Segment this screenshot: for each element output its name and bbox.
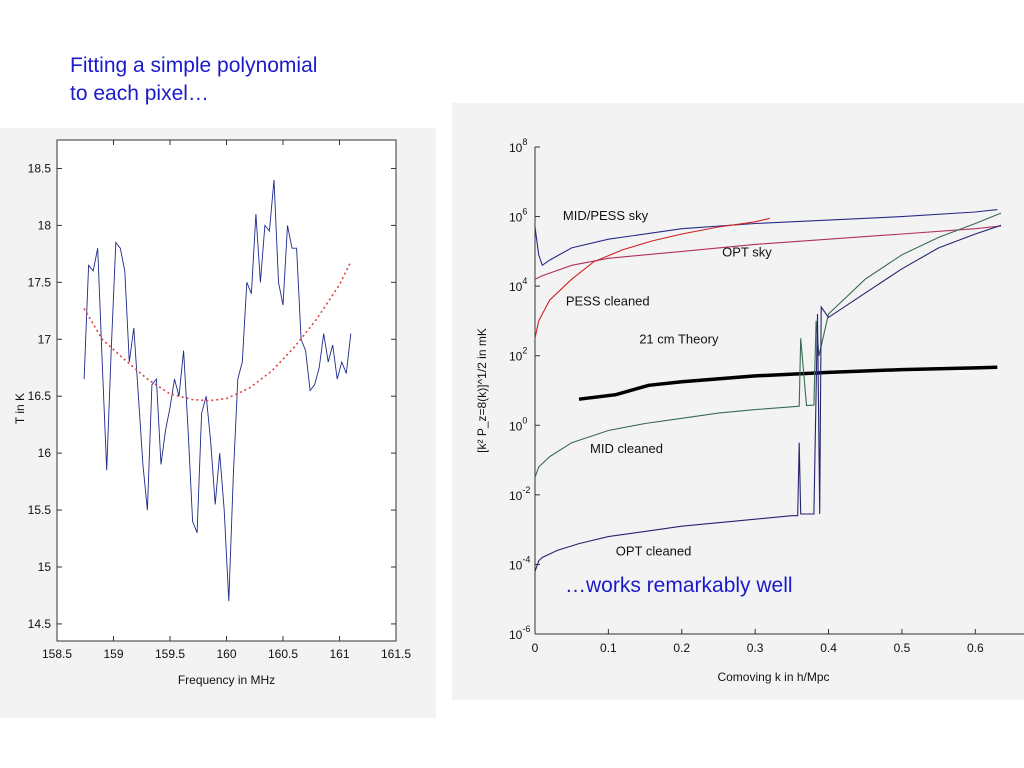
y-tick-label: 14.5 [28,617,52,631]
x-tick-label: 0.2 [673,641,690,655]
x-tick-label: 0.5 [894,641,911,655]
mid-pess-sky-line [534,209,998,267]
y-tick-label: 15.5 [28,503,52,517]
x-tick-label: 158.5 [42,647,72,661]
x-tick-label: 160 [216,647,236,661]
x-axis-label: Frequency in MHz [178,673,275,687]
x-tick-label: 161 [329,647,349,661]
y-axis-label: [k² P_z=8(k)]^1/2 in mK [475,328,489,453]
y-axis-label: T in K [13,393,27,424]
pixel-temperature-line [83,179,352,602]
21-cm-theory-line [578,365,998,401]
x-tick-label: 161.5 [381,647,411,661]
x-tick-label: 0 [532,641,539,655]
y-tick-label: 10-4 [509,554,530,572]
x-tick-label: 0.1 [600,641,617,655]
y-tick-label: 17 [38,332,52,346]
pess-cleaned-line [534,217,770,339]
power-spectrum-chart: 0 0.1 0.2 0.3 0.4 0.5 0.6 108 106 104 102 100 10-2 10… [475,137,1024,684]
x-tick-label: 160.5 [268,647,298,661]
y-tick-label: 10-2 [509,485,530,503]
x-tick-label: 0.3 [747,641,764,655]
series-annotation-label: PESS cleaned [566,293,650,308]
x-tick-label: 159.5 [155,647,185,661]
caption-line-1: Fitting a simple polynomial [70,54,318,77]
opt-sky-line [534,225,1002,280]
y-tick-label: 18.5 [28,161,52,175]
y-tick-label: 15 [38,560,52,574]
caption-works-well: …works remarkably well [565,574,793,597]
series-annotation-label: MID cleaned [590,441,663,456]
y-tick-label: 16.5 [28,389,52,403]
caption-line-2: to each pixel… [70,82,209,105]
y-tick-label: 100 [509,415,527,433]
series-annotation-label: MID/PESS sky [563,208,649,223]
series-annotation-label: 21 cm Theory [639,332,719,347]
y-tick-label: 106 [509,207,527,225]
x-tick-label: 0.6 [967,641,984,655]
mid-cleaned-line [534,212,1002,478]
y-tick-label: 17.5 [28,275,52,289]
temperature-vs-frequency-chart: 158.5 159 159.5 160 160.5 161 161.5 14.5 15 15.5 1… [13,139,411,687]
left-chart-panel: 158.5 159 159.5 160 160.5 161 161.5 14.5 15 15.5 1… [0,128,436,718]
y-tick-label: 102 [509,346,527,364]
caption-fitting: Fitting a simple polynomial to each pixe… [70,52,317,108]
series-annotation-label: OPT sky [722,245,772,260]
x-tick-label: 159 [103,647,123,661]
y-tick-label: 16 [38,446,52,460]
polynomial-fit-line [83,261,352,402]
series-annotation-label: OPT cleaned [616,544,692,559]
plot-area [56,139,397,642]
x-tick-label: 0.4 [820,641,837,655]
opt-cleaned-line [534,224,1002,572]
y-tick-label: 104 [509,276,527,294]
y-tick-label: 10-6 [509,624,530,642]
y-tick-label: 18 [38,218,52,232]
x-axis-label: Comoving k in h/Mpc [717,670,829,684]
y-tick-label: 108 [509,137,527,155]
right-chart-panel: 0 0.1 0.2 0.3 0.4 0.5 0.6 108 106 104 102 100 10-2 10… [452,103,1024,700]
